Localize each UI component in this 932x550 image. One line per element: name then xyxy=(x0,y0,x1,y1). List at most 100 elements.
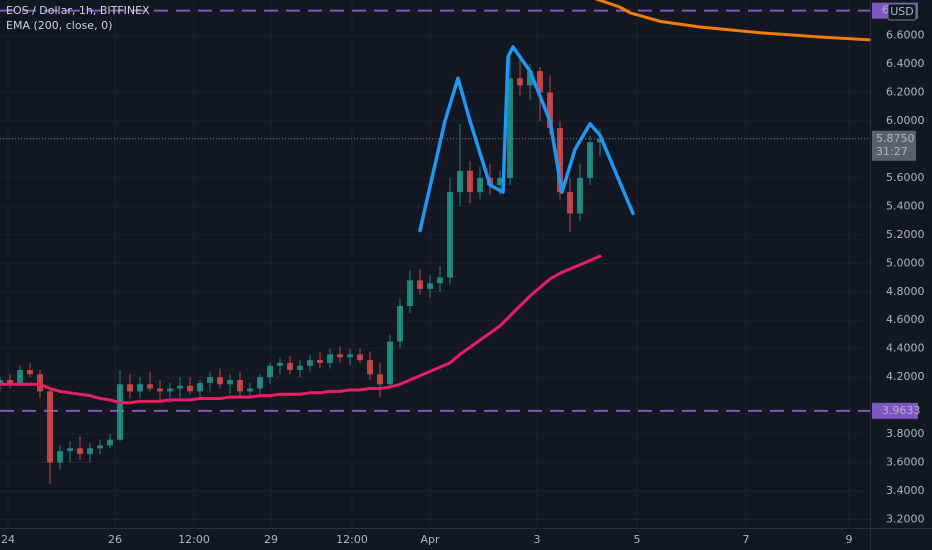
candle-body xyxy=(557,128,563,193)
candle xyxy=(377,362,383,398)
plot-area xyxy=(0,0,872,484)
candle-body xyxy=(0,379,3,385)
indicator-legend: EMA (200, close, 0) xyxy=(6,19,112,32)
candle xyxy=(327,348,333,369)
candle-body xyxy=(257,377,263,389)
candle xyxy=(307,354,313,372)
candle-body xyxy=(357,354,363,361)
last-price-box xyxy=(872,130,916,161)
candle xyxy=(317,351,323,369)
candle xyxy=(57,445,63,470)
candle-body xyxy=(77,448,83,454)
candle xyxy=(467,160,473,204)
candle-body xyxy=(127,384,133,392)
candle xyxy=(397,298,403,349)
hline-label: 3.9633 xyxy=(882,404,921,417)
candle xyxy=(0,377,3,392)
candle xyxy=(47,388,53,484)
candle xyxy=(257,374,263,395)
pattern-drawing xyxy=(418,45,635,233)
candle xyxy=(77,436,83,460)
candle xyxy=(457,123,463,207)
candle xyxy=(187,377,193,395)
last-price-label: 5.8750 xyxy=(876,132,915,145)
candle xyxy=(427,274,433,298)
y-tick-label: 3.8000 xyxy=(886,427,925,440)
candle-body xyxy=(227,379,233,385)
currency-label: USD xyxy=(890,5,914,18)
candle-body xyxy=(577,177,583,214)
candle xyxy=(147,371,153,392)
candle-body xyxy=(537,71,543,93)
candle xyxy=(127,374,133,399)
candle-body xyxy=(87,448,93,454)
candle-body xyxy=(547,92,553,129)
candle-body xyxy=(407,280,413,306)
candle-body xyxy=(287,362,293,371)
candle xyxy=(157,379,163,400)
candle xyxy=(477,166,483,200)
ema-line xyxy=(0,254,602,405)
candle xyxy=(277,357,283,375)
candle xyxy=(117,370,123,442)
candle-body xyxy=(67,448,73,452)
candle-body xyxy=(217,377,223,385)
x-tick-label: 7 xyxy=(743,533,750,546)
y-tick-label: 3.4000 xyxy=(886,484,925,497)
y-tick-label: 4.6000 xyxy=(886,313,925,326)
y-tick-label: 3.6000 xyxy=(886,456,925,469)
candle-body xyxy=(327,354,333,363)
candle xyxy=(137,377,143,399)
y-tick-label: 6.4000 xyxy=(886,57,925,70)
candle-body xyxy=(237,379,243,392)
candle-body xyxy=(97,445,103,449)
candle xyxy=(207,371,213,392)
candle-body xyxy=(337,354,343,358)
candle-body xyxy=(417,280,423,289)
hline-label: 6 xyxy=(882,4,889,17)
y-tick-label: 5.2000 xyxy=(886,228,925,241)
candle-body xyxy=(317,360,323,363)
candle-body xyxy=(197,382,203,392)
candle-body xyxy=(597,138,603,143)
candle-body xyxy=(347,354,353,358)
candle xyxy=(227,374,233,395)
hline-label-box xyxy=(872,402,918,419)
candle xyxy=(177,377,183,399)
y-tick-label: 6.6000 xyxy=(886,29,925,42)
currency-box xyxy=(887,3,917,21)
candle-body xyxy=(527,71,533,86)
x-tick-label: Apr xyxy=(420,533,440,546)
candle xyxy=(87,442,93,463)
y-tick-label: 4.2000 xyxy=(886,370,925,383)
candle xyxy=(567,177,573,232)
candle-body xyxy=(137,384,143,392)
candle xyxy=(587,135,593,186)
y-tick-label: 6.0000 xyxy=(886,114,925,127)
candle xyxy=(217,368,223,389)
candle-body xyxy=(57,451,63,463)
grid xyxy=(0,0,870,528)
candle xyxy=(267,362,273,385)
candle-body xyxy=(297,365,303,371)
candle-body xyxy=(157,388,163,392)
x-tick-label: 3 xyxy=(534,533,541,546)
candle xyxy=(517,56,523,96)
candle-body xyxy=(167,388,173,392)
candle-body xyxy=(497,177,503,186)
candle-body xyxy=(587,142,593,178)
candle-body xyxy=(387,341,393,385)
candle xyxy=(197,379,203,399)
candle-body xyxy=(507,78,513,178)
candle-body xyxy=(267,365,273,378)
candle-body xyxy=(107,439,113,446)
x-tick-label: 12:00 xyxy=(336,533,368,546)
candle xyxy=(17,365,23,386)
candle-body xyxy=(247,388,253,392)
candle-body xyxy=(117,384,123,440)
candle-body xyxy=(147,384,153,389)
candle xyxy=(437,266,443,292)
